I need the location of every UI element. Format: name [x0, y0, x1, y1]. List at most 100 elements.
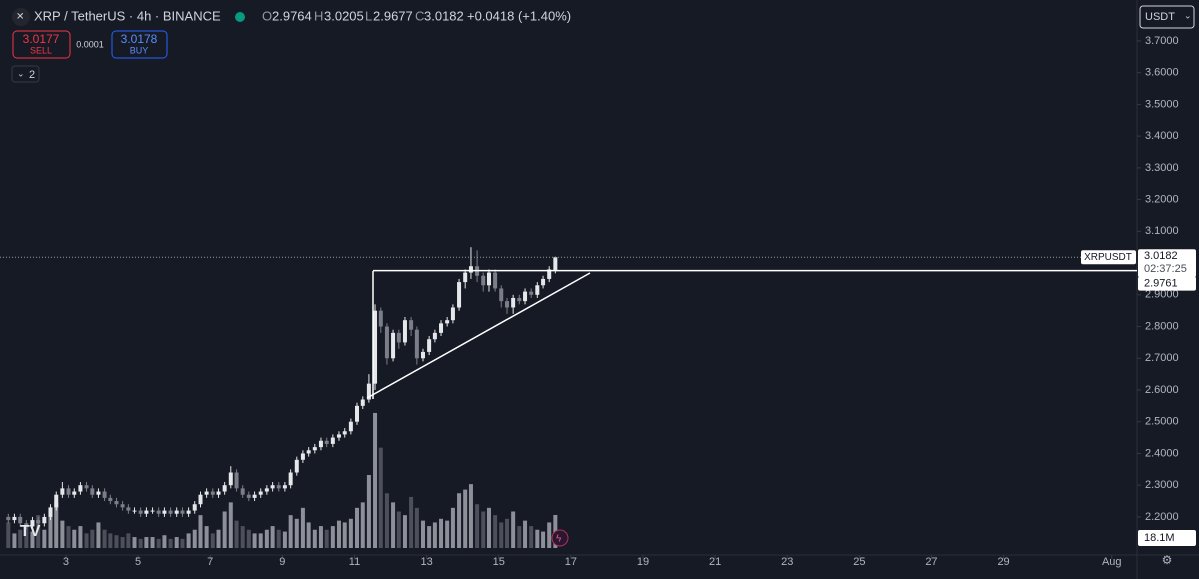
- candle-body: [499, 288, 504, 302]
- candle-body: [409, 320, 414, 330]
- candle-body: [132, 510, 137, 512]
- symbol-tag: [1081, 250, 1136, 265]
- volume-bar: [420, 520, 425, 548]
- volume-bar: [246, 529, 251, 548]
- candle-body: [96, 491, 101, 495]
- y-tick-label: 3.5000: [1145, 98, 1179, 110]
- volume-bar: [138, 538, 143, 548]
- volume-bar: [198, 515, 203, 548]
- candle-body: [312, 447, 317, 451]
- sell-button[interactable]: [12, 30, 71, 59]
- y-tick-label: 2.3000: [1145, 479, 1179, 491]
- candle-body: [384, 326, 389, 359]
- ohlc-label: H: [314, 8, 323, 23]
- candle-body: [493, 272, 498, 289]
- x-tick-label: 11: [349, 556, 360, 568]
- x-tick-label: 17: [565, 556, 577, 568]
- indicator-count: 2: [29, 69, 35, 81]
- volume-bar: [114, 535, 119, 548]
- candle-body: [439, 323, 444, 333]
- currency: USDT: [1145, 11, 1175, 23]
- candle-body: [162, 510, 167, 514]
- x-tick-label: 23: [781, 556, 793, 568]
- volume-bar: [258, 533, 263, 548]
- candle-body: [324, 440, 329, 444]
- indicators-toggle[interactable]: [11, 65, 40, 83]
- volume-bar: [126, 533, 131, 548]
- volume-bar: [330, 526, 335, 548]
- candle-body: [457, 282, 462, 308]
- candle-body: [84, 485, 89, 489]
- candle-body: [216, 491, 221, 495]
- volume-bar: [384, 493, 389, 548]
- candle-body: [222, 485, 227, 492]
- candle-body: [102, 491, 107, 498]
- volume-bar: [432, 522, 437, 548]
- volume-bar: [234, 520, 239, 548]
- candle-body: [264, 488, 269, 492]
- volume-bar: [493, 515, 498, 548]
- market-status[interactable]: [235, 12, 245, 22]
- candle-body: [378, 310, 383, 327]
- ohlc-value: 3.0205: [324, 8, 364, 23]
- volume-bar: [517, 526, 522, 548]
- buy-button[interactable]: [111, 30, 168, 59]
- candle-body: [366, 383, 371, 400]
- volume-bar: [78, 526, 83, 548]
- volume-bar: [547, 522, 552, 548]
- y-tick-label: 3.6000: [1145, 67, 1179, 79]
- event-glyph: ϟ: [556, 534, 562, 545]
- candle-body: [114, 501, 119, 505]
- candle-body: [414, 329, 419, 359]
- candle-body: [258, 491, 263, 495]
- candle-body: [240, 488, 245, 495]
- y-tick-label: 3.2000: [1145, 194, 1179, 206]
- ohlc-value: 2.9677: [373, 8, 413, 23]
- volume-bar: [318, 526, 323, 548]
- candle-body: [348, 421, 353, 432]
- countdown: 02:37:25: [1144, 263, 1187, 275]
- volume-bar: [156, 538, 161, 548]
- candle-body: [330, 437, 335, 444]
- volume-bar: [120, 537, 125, 548]
- sell-price: 3.0177: [23, 32, 60, 46]
- logo-mark: ✕: [16, 12, 24, 23]
- volume-bar: [282, 531, 287, 548]
- candle-body: [252, 494, 257, 498]
- currency-select[interactable]: [1139, 5, 1195, 29]
- volume-bar: [427, 526, 432, 548]
- change: +0.0418 (+1.40%): [467, 8, 571, 23]
- candle-body: [517, 297, 522, 302]
- candle-body: [198, 494, 203, 505]
- candle-body: [432, 332, 437, 340]
- y-tick-label: 2.4000: [1145, 447, 1179, 459]
- candle-body: [156, 510, 161, 514]
- volume-bar: [391, 502, 396, 548]
- volume-bar: [72, 529, 77, 548]
- candle-body: [60, 488, 65, 495]
- volume-bar: [402, 515, 407, 548]
- candle-body: [300, 453, 305, 460]
- volume-bar: [204, 526, 209, 548]
- candle-body: [108, 497, 113, 502]
- volume-bar: [523, 520, 528, 548]
- event-icon[interactable]: [551, 529, 569, 547]
- buy-label: BUY: [130, 45, 149, 55]
- candle-body: [204, 491, 209, 495]
- volume-bar: [186, 533, 191, 548]
- candle-body: [234, 472, 239, 489]
- volume-bar: [355, 507, 360, 548]
- candle-body: [180, 510, 185, 514]
- volume-bar: [6, 522, 11, 548]
- chevron: ⌄: [17, 68, 25, 78]
- ohlc-value: 2.9764: [272, 8, 312, 23]
- settings-icon[interactable]: ⚙: [1162, 553, 1173, 567]
- volume-bar: [66, 526, 71, 548]
- volume-bar: [84, 533, 89, 548]
- price-tag-text: 3.0182: [1144, 250, 1178, 262]
- candle-body: [228, 472, 233, 486]
- candle-body: [24, 523, 29, 527]
- candle-body: [547, 269, 552, 279]
- candle-body: [288, 472, 293, 486]
- volume-bar: [276, 529, 281, 548]
